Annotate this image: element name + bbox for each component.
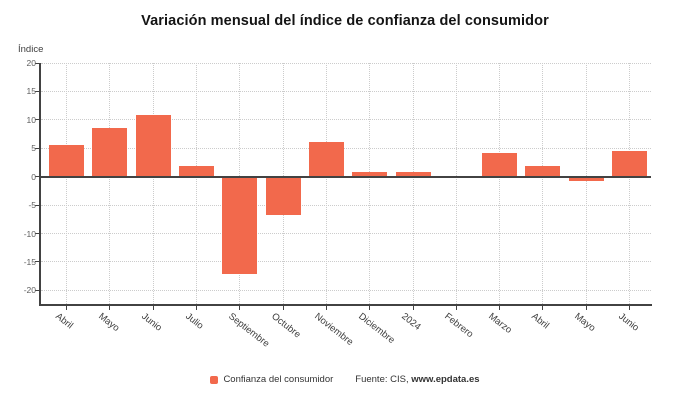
x-axis-line: [39, 304, 652, 306]
y-axis-title: Índice: [18, 44, 44, 55]
x-gridline: [412, 63, 414, 304]
bar-diciembre[interactable]: [352, 171, 388, 177]
x-tick-mark: [282, 306, 284, 310]
y-gridline: [41, 90, 651, 92]
y-tick-mark: [35, 62, 40, 64]
y-tick-label: 15: [26, 86, 36, 97]
x-tick-mark: [196, 306, 198, 310]
bar-mayo[interactable]: [92, 127, 128, 177]
x-tick-mark: [369, 306, 371, 310]
x-tick-label: Septiembre: [226, 311, 272, 350]
x-gridline: [196, 63, 198, 304]
x-tick-label: Junio: [139, 311, 165, 334]
x-tick-mark: [629, 306, 631, 310]
zero-axis-line: [41, 175, 651, 178]
legend-label: Confianza del consumidor: [223, 374, 334, 385]
bar-marzo[interactable]: [482, 153, 518, 177]
x-gridline: [499, 63, 501, 304]
x-tick-label: Mayo: [572, 311, 598, 334]
y-tick-mark: [35, 147, 40, 149]
y-gridline: [41, 119, 651, 121]
bar-mayo[interactable]: [568, 176, 604, 181]
y-tick-label: -10: [23, 228, 36, 239]
legend-swatch-icon: [210, 375, 219, 384]
y-tick-mark: [35, 261, 40, 263]
legend: Confianza del consumidor Fuente: CIS, ww…: [0, 374, 690, 385]
bar-octubre[interactable]: [265, 176, 301, 216]
y-tick-label: 0: [31, 171, 36, 182]
bar-junio[interactable]: [135, 114, 171, 177]
y-gridline: [41, 261, 651, 263]
x-gridline: [152, 63, 154, 304]
bar-noviembre[interactable]: [308, 142, 344, 177]
x-gridline: [109, 63, 111, 304]
y-gridline: [41, 289, 651, 291]
x-gridline: [629, 63, 631, 304]
bar-septiembre[interactable]: [222, 176, 258, 275]
x-tick-mark: [542, 306, 544, 310]
x-tick-label: 2024: [399, 311, 423, 333]
y-tick-label: -15: [23, 256, 36, 267]
x-tick-label: Julio: [182, 311, 205, 332]
source-prefix: Fuente: CIS,: [355, 374, 412, 385]
bar-abril[interactable]: [49, 145, 85, 177]
chart-title: Variación mensual del índice de confianz…: [141, 13, 549, 29]
x-tick-mark: [66, 306, 68, 310]
y-tick-label: 5: [31, 143, 36, 154]
x-tick-mark: [455, 306, 457, 310]
y-tick-label: 10: [26, 114, 36, 125]
y-tick-mark: [35, 233, 40, 235]
x-tick-label: Junio: [615, 311, 641, 334]
x-tick-label: Mayo: [96, 311, 122, 334]
source-link[interactable]: www.epdata.es: [411, 374, 480, 385]
x-gridline: [455, 63, 457, 304]
bar-junio[interactable]: [612, 151, 648, 177]
y-tick-mark: [35, 90, 40, 92]
bar-abril[interactable]: [525, 165, 561, 177]
x-gridline: [369, 63, 371, 304]
x-tick-mark: [412, 306, 414, 310]
x-tick-mark: [585, 306, 587, 310]
x-tick-mark: [325, 306, 327, 310]
x-tick-label: Marzo: [485, 311, 514, 336]
x-tick-label: Febrero: [442, 311, 476, 341]
y-tick-label: 20: [26, 58, 36, 68]
y-gridline: [41, 147, 651, 149]
x-tick-label: Diciembre: [355, 311, 397, 346]
x-gridline: [585, 63, 587, 304]
y-tick-mark: [35, 204, 40, 206]
y-gridline: [41, 204, 651, 206]
x-tick-label: Abril: [529, 311, 551, 332]
bar-2024[interactable]: [395, 171, 431, 177]
y-tick-label: -20: [23, 285, 36, 296]
y-gridline: [41, 62, 651, 64]
y-tick-mark: [35, 119, 40, 121]
x-gridline: [325, 63, 327, 304]
bar-julio[interactable]: [179, 165, 215, 177]
x-tick-label: Noviembre: [312, 311, 356, 348]
x-gridline: [66, 63, 68, 304]
legend-item-confianza[interactable]: Confianza del consumidor: [210, 374, 333, 385]
y-axis-line: [39, 63, 41, 306]
y-gridline: [41, 233, 651, 235]
x-tick-label: Octubre: [269, 311, 303, 341]
x-tick-label: Abril: [52, 311, 75, 332]
y-tick-mark: [35, 176, 40, 178]
y-tick-label: -5: [28, 200, 36, 211]
x-tick-mark: [239, 306, 241, 310]
x-tick-mark: [109, 306, 111, 310]
x-tick-mark: [152, 306, 154, 310]
x-gridline: [542, 63, 544, 304]
y-tick-mark: [35, 289, 40, 291]
source-credit: Fuente: CIS, www.epdata.es: [355, 374, 479, 385]
x-tick-mark: [499, 306, 501, 310]
